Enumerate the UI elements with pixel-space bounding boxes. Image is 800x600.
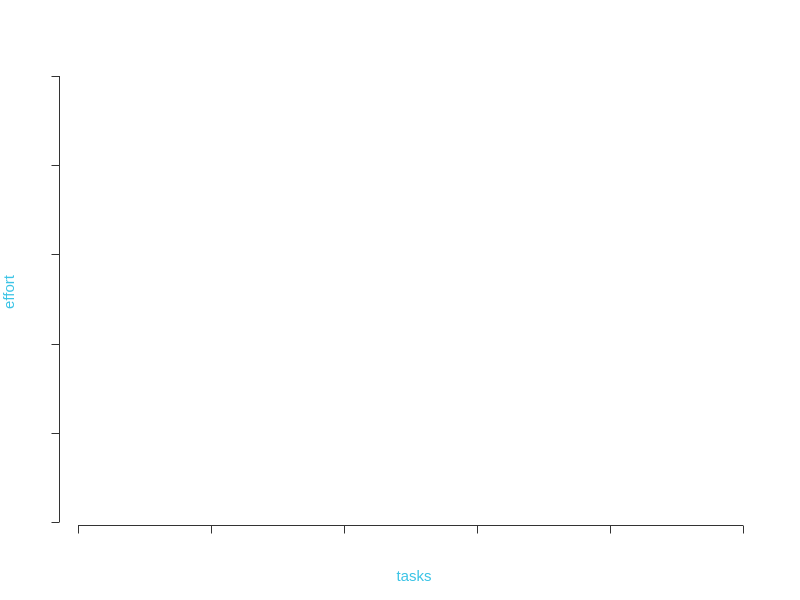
y-axis-label: effort — [1, 274, 18, 309]
y-ticks — [51, 76, 60, 523]
x-axis-label: tasks — [396, 568, 431, 585]
x-axis — [78, 525, 744, 534]
y-axis — [51, 76, 60, 523]
x-ticks — [78, 525, 744, 534]
plot-area — [51, 76, 744, 534]
